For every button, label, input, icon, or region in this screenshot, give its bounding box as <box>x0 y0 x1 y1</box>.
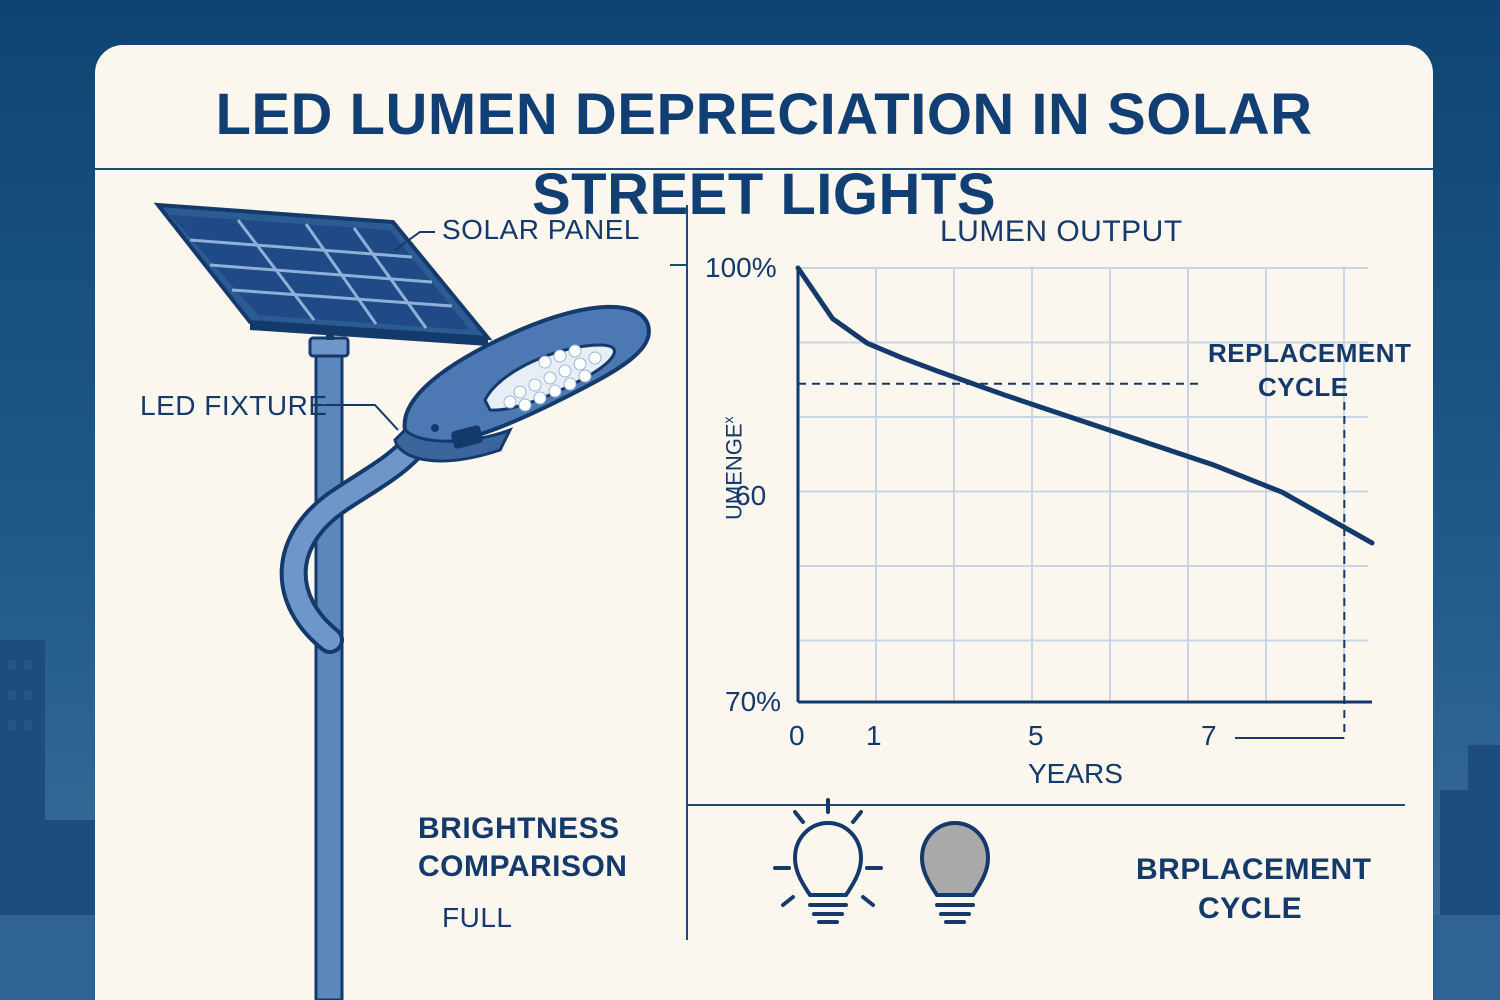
solar-panel-label: SOLAR PANEL <box>442 214 640 245</box>
y-axis-label: UMENGEx <box>720 416 747 520</box>
y-axis-label-suffix: x <box>720 416 736 424</box>
x-tick-5: 5 <box>1028 720 1044 751</box>
led-fixture-label: LED FIXTURE <box>140 390 328 421</box>
chart-title: LUMEN OUTPUT <box>940 215 1183 248</box>
x-tick-0: 0 <box>789 720 805 751</box>
x-axis-label: YEARS <box>1028 758 1123 789</box>
replacement-cycle-line1: BRPLACEMENT <box>1136 853 1372 886</box>
solar-panel-leader <box>394 231 435 251</box>
replacement-cycle-line2: CYCLE <box>1198 892 1303 925</box>
x-tick-7: 7 <box>1201 720 1217 751</box>
y-tick-60: 60 <box>735 480 767 511</box>
full-label: FULL <box>442 902 513 933</box>
brightness-comparison-line2: COMPARISON <box>418 850 628 883</box>
chart-axes <box>796 266 1372 704</box>
dim-bulb-icon <box>919 820 991 924</box>
chart-annotations <box>798 382 1346 739</box>
led-fixture-leader <box>325 404 399 431</box>
y-tick-70: 70% <box>725 686 782 717</box>
y-tick-100: 100% <box>705 252 777 283</box>
brightness-comparison-line1: BRIGHTNESS <box>418 812 620 845</box>
title-divider <box>95 168 1433 170</box>
page-title: LED LUMEN DEPRECIATION IN SOLAR STREET L… <box>215 82 1313 227</box>
bright-bulb-icon <box>773 798 883 924</box>
street-light-pole <box>279 336 424 1000</box>
solar-panel <box>153 202 493 346</box>
series-line-0 <box>795 265 1375 546</box>
led-fixture <box>393 304 651 463</box>
replacement-annotation-line1: REPLACEMENT <box>1208 338 1412 368</box>
chart-grid <box>798 267 1368 702</box>
replacement-annotation-line2: CYCLE <box>1258 372 1349 402</box>
x-tick-1: 1 <box>866 720 882 751</box>
chart-series <box>795 265 1375 546</box>
y-axis-label-text: UMENGE <box>721 423 747 520</box>
